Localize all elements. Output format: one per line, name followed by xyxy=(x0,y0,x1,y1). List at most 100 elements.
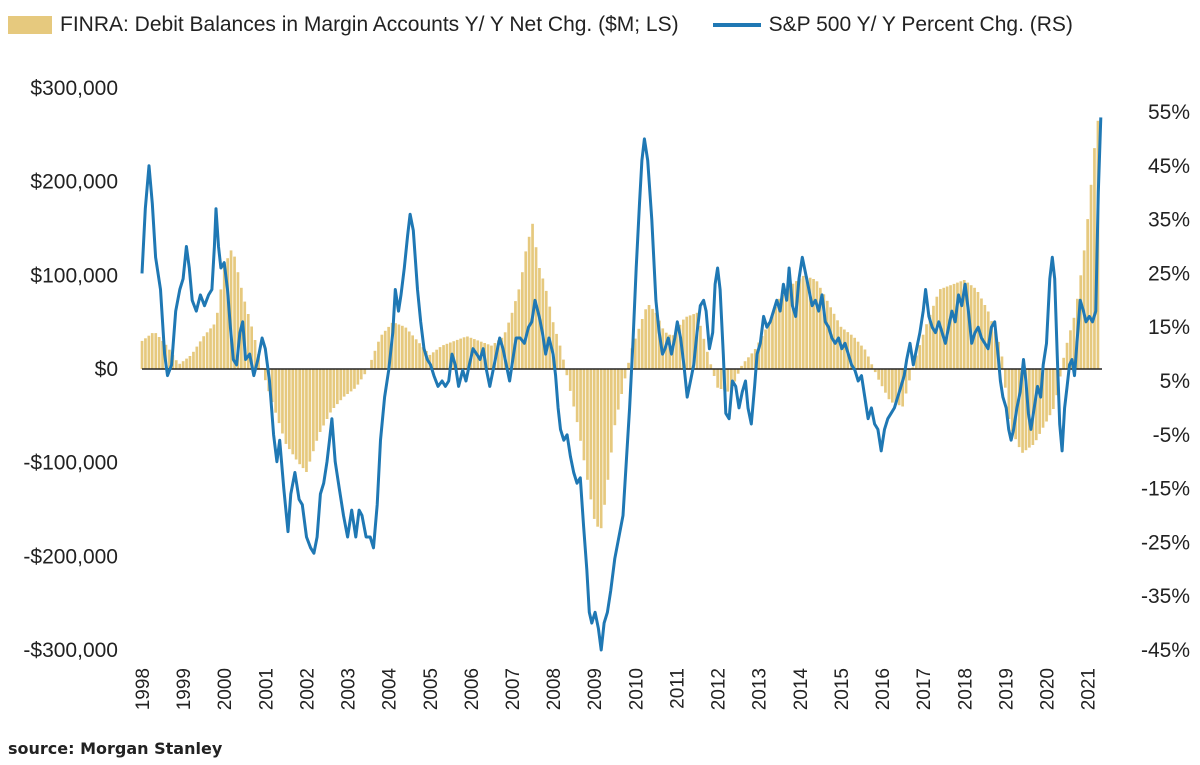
x-axis-tick-label: 2004 xyxy=(380,668,401,711)
x-axis-tick-label: 2013 xyxy=(750,668,771,710)
margin-debit-bar xyxy=(394,323,397,369)
margin-debit-bar xyxy=(144,338,147,369)
margin-debit-bar xyxy=(664,332,668,369)
margin-debit-bar xyxy=(925,324,928,369)
x-axis-tick-label: 2019 xyxy=(996,668,1017,710)
x-axis-tick-label: 2020 xyxy=(1037,668,1058,710)
margin-debit-bar xyxy=(380,334,384,369)
margin-debit-bar xyxy=(312,369,315,452)
margin-debit-bar xyxy=(298,369,301,465)
margin-debit-bar xyxy=(959,281,963,369)
margin-debit-bar xyxy=(1021,369,1024,453)
margin-debit-bar xyxy=(459,338,462,369)
margin-debit-bar xyxy=(651,308,654,369)
margin-debit-bar xyxy=(887,369,891,400)
margin-debit-bar xyxy=(315,369,319,441)
margin-debit-bar xyxy=(202,336,205,369)
margin-debit-bar xyxy=(743,361,747,369)
margin-debit-bar xyxy=(949,285,952,369)
left-axis-tick-label: $0 xyxy=(95,358,118,381)
margin-debit-bar xyxy=(527,236,531,369)
margin-debit-bar xyxy=(798,278,802,369)
margin-debit-bar xyxy=(901,369,904,407)
margin-debit-bar xyxy=(150,333,154,369)
margin-debit-bar xyxy=(188,356,192,369)
margin-debit-bar xyxy=(973,287,976,369)
margin-debit-bar xyxy=(1045,369,1048,422)
source-note: source: Morgan Stanley xyxy=(8,739,223,758)
margin-debit-bar xyxy=(281,369,284,434)
margin-debit-bar xyxy=(706,351,709,369)
margin-debit-bar xyxy=(1072,317,1076,369)
margin-debit-bar xyxy=(387,326,390,369)
legend-swatch-bar xyxy=(8,16,52,34)
x-axis-tick-label: 2001 xyxy=(256,668,277,710)
margin-debit-bar xyxy=(610,369,613,453)
margin-debit-bar xyxy=(339,369,343,401)
margin-debit-bar xyxy=(147,335,151,369)
margin-debit-bar xyxy=(870,364,874,369)
margin-debit-bar xyxy=(377,341,380,369)
margin-debit-bar xyxy=(716,369,719,388)
margin-debit-bar xyxy=(277,369,281,424)
margin-debit-bar xyxy=(860,345,863,369)
right-axis-tick-label: 25% xyxy=(1148,262,1190,285)
margin-debit-bar xyxy=(1014,369,1017,440)
margin-debit-bar xyxy=(956,282,959,369)
margin-debit-bar xyxy=(918,345,922,369)
margin-debit-bar xyxy=(812,279,815,369)
margin-debit-bar xyxy=(647,305,651,369)
margin-debit-bar xyxy=(301,369,305,469)
margin-debit-bar xyxy=(579,369,582,441)
margin-debit-bar xyxy=(154,333,158,369)
legend-item-sp500: S&P 500 Y/ Y Percent Chg. (RS) xyxy=(712,13,1073,37)
margin-debit-bar xyxy=(654,312,658,369)
margin-debit-bar xyxy=(904,369,908,394)
margin-debit-bar xyxy=(291,369,295,455)
x-axis-tick-label: 2012 xyxy=(709,668,730,710)
margin-debit-bar xyxy=(962,280,966,369)
margin-debit-bar xyxy=(500,337,504,369)
margin-debit-bar xyxy=(709,364,713,369)
x-axis-tick-label: 2016 xyxy=(873,668,894,710)
x-axis-tick-label: 2006 xyxy=(462,668,483,710)
margin-debit-bar xyxy=(322,369,325,426)
margin-debit-bar xyxy=(726,369,730,392)
margin-debit-bar xyxy=(774,306,778,369)
margin-debit-bar xyxy=(620,369,623,394)
margin-debit-bar xyxy=(157,337,161,369)
margin-debit-bar xyxy=(596,369,599,527)
margin-debit-bar xyxy=(1017,369,1021,448)
margin-debit-bar xyxy=(318,369,322,432)
margin-debit-bar xyxy=(359,369,363,380)
margin-debit-bar xyxy=(634,338,637,369)
left-axis-tick-label: -$200,000 xyxy=(23,545,118,568)
margin-debit-bar xyxy=(815,281,819,369)
margin-debit-bar xyxy=(640,319,644,369)
margin-debit-bar xyxy=(503,332,507,369)
margin-debit-bar xyxy=(404,327,408,369)
margin-debit-bar xyxy=(442,345,445,369)
margin-debit-bar xyxy=(1089,184,1093,369)
margin-debit-bar xyxy=(414,339,418,369)
x-axis-tick-label: 1998 xyxy=(133,668,154,710)
margin-debit-bar xyxy=(623,369,627,379)
margin-debit-bar xyxy=(438,347,442,369)
margin-debit-bar xyxy=(473,339,476,369)
margin-debit-bar xyxy=(733,369,737,382)
x-axis-tick-label: 2011 xyxy=(667,668,688,709)
margin-debit-bar xyxy=(411,335,414,369)
margin-debit-bar xyxy=(1004,369,1007,388)
margin-debit-bar xyxy=(373,350,377,369)
margin-debit-bar xyxy=(1079,275,1083,369)
margin-debit-bar xyxy=(370,359,373,369)
left-axis-tick-label: -$300,000 xyxy=(23,639,118,662)
margin-debit-bar xyxy=(401,325,404,369)
margin-debit-bar xyxy=(736,369,740,374)
margin-debit-bar xyxy=(777,298,781,369)
margin-debit-bar xyxy=(216,312,219,369)
margin-debit-bar xyxy=(808,277,812,369)
margin-debit-bar xyxy=(332,369,336,408)
margin-debit-bar xyxy=(921,334,925,369)
margin-debit-bar xyxy=(544,290,548,369)
